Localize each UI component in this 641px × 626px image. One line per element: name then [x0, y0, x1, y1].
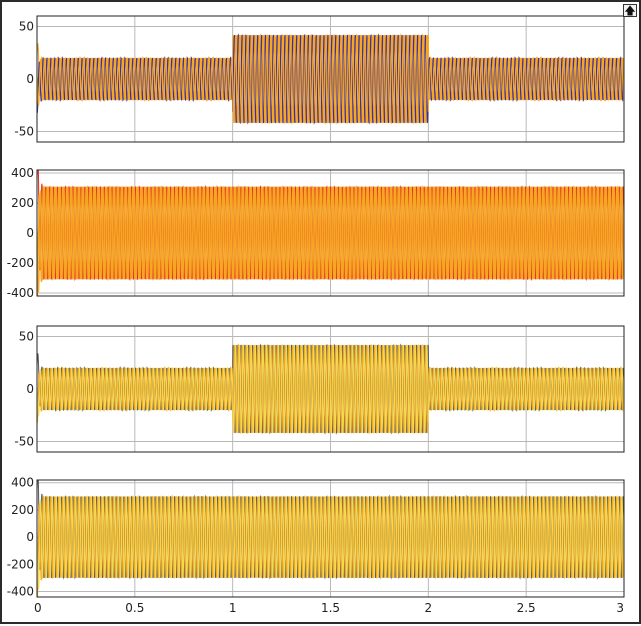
y-tick-label: 50 — [19, 20, 34, 34]
y-tick-label: -50 — [14, 125, 34, 139]
waveforms — [37, 33, 624, 125]
plot-frame — [36, 169, 625, 297]
subplot-4: -400 -200 0 200 400 0 0.5 1 1.5 2 2.5 3 — [7, 476, 625, 615]
x-tick-label: 1.5 — [321, 601, 340, 615]
x-tick-label: 2 — [425, 601, 433, 615]
y-tick-label: -200 — [7, 256, 34, 270]
y-tick-label: -50 — [14, 435, 34, 449]
series-phase-c — [37, 33, 624, 125]
series-phase-c — [37, 343, 624, 435]
y-tick-label: 0 — [26, 226, 34, 240]
x-tick-label: 3 — [616, 601, 624, 615]
y-tick-label: 0 — [26, 382, 34, 396]
subplot-3: -50 0 50 — [14, 325, 625, 453]
y-tick-label: 400 — [11, 166, 34, 180]
y-tick-label: 50 — [19, 330, 34, 344]
series-phase-c — [37, 184, 624, 293]
y-tick-label: 200 — [11, 196, 34, 210]
x-tick-label: 2.5 — [517, 601, 536, 615]
plot-frame — [36, 479, 625, 598]
x-tick-label: 1 — [229, 601, 237, 615]
series-phase-c — [37, 494, 624, 590]
restore-axes-icon[interactable]: 🡅 — [623, 4, 637, 17]
subplot-1: -50 0 50 — [14, 15, 625, 143]
y-tick-label: -400 — [7, 286, 34, 300]
y-tick-label: 200 — [11, 503, 34, 517]
waveforms — [37, 170, 624, 296]
waveforms — [37, 480, 624, 597]
x-tick-label: 0.5 — [125, 601, 144, 615]
y-tick-label: 0 — [26, 72, 34, 86]
y-tick-label: -200 — [7, 557, 34, 571]
plot-frame — [36, 325, 625, 453]
plot-frame — [36, 15, 625, 143]
x-tick-label: 0 — [34, 601, 42, 615]
y-tick-label: 400 — [11, 476, 34, 490]
y-tick-label: 0 — [26, 530, 34, 544]
waveforms — [37, 343, 624, 435]
subplot-2: -400 -200 0 200 400 — [7, 166, 625, 300]
y-tick-label: -400 — [7, 585, 34, 599]
